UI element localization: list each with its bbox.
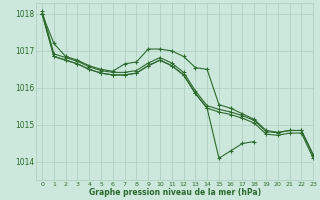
- X-axis label: Graphe pression niveau de la mer (hPa): Graphe pression niveau de la mer (hPa): [89, 188, 261, 197]
